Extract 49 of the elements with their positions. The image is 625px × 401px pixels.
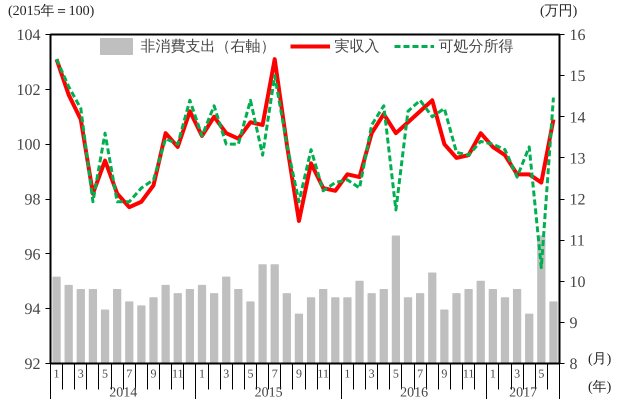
- y2-tick-label: 14: [570, 109, 586, 126]
- y2-tick-label: 13: [570, 150, 586, 168]
- x-tick-label: 9: [296, 366, 302, 380]
- y2-tick-label: 16: [570, 27, 586, 44]
- y-tick-label: 102: [16, 82, 40, 99]
- y2-tick-label: 8: [570, 356, 578, 373]
- x-tick-label: 7: [272, 366, 278, 380]
- x-tick-label: 5: [538, 366, 544, 380]
- x-tick-label: 1: [198, 366, 205, 380]
- text: (年): [588, 378, 612, 397]
- y-tick-label: 94: [24, 301, 40, 318]
- text: 2017: [509, 386, 538, 400]
- y2-tick-label: 9: [570, 314, 578, 332]
- legend-label: 実収入: [334, 38, 380, 56]
- y-tick-label: 96: [24, 246, 40, 264]
- x-tick-label: 3: [78, 366, 84, 380]
- x-tick-label: 11: [317, 366, 329, 380]
- x-tick-label: 5: [102, 366, 108, 380]
- line-series: [55, 58, 555, 270]
- x-tick-label: 11: [462, 366, 474, 380]
- x-tick-label: 3: [514, 366, 520, 380]
- y-tick-label: 98: [24, 192, 40, 208]
- x-tick-label: 3: [368, 366, 375, 380]
- x-tick-label: 5: [247, 366, 254, 380]
- x-tick-label: 1: [54, 366, 60, 380]
- text: 2015: [254, 386, 283, 400]
- text: 2014: [109, 386, 138, 400]
- legend-label: 可処分所得: [438, 38, 514, 56]
- x-tick-label: 5: [392, 366, 399, 380]
- x-axis-title: (月): [588, 351, 612, 369]
- x-tick-label: 7: [417, 366, 424, 380]
- y-tick-label: 92: [24, 356, 40, 373]
- text: 2016: [400, 386, 428, 400]
- y2-tick-label: 11: [570, 232, 585, 250]
- x-tick-label: 1: [344, 366, 350, 380]
- x-tick-label: 9: [150, 366, 157, 380]
- y2-tick-label: 15: [570, 68, 586, 86]
- y-tick-label: 100: [16, 136, 40, 154]
- y-tick-label: 104: [16, 27, 40, 44]
- y2-axis-title: (万円): [540, 3, 578, 21]
- legend-label: 非消費支出（右軸）: [140, 38, 276, 56]
- x-tick-label: 1: [490, 366, 496, 380]
- x-tick-label: 9: [441, 366, 448, 380]
- y2-tick-label: 10: [570, 274, 586, 291]
- y2-tick-label: 12: [570, 192, 586, 208]
- x-tick-label: 3: [223, 366, 230, 380]
- x-tick-label: 7: [126, 366, 132, 380]
- y-axis-title: (2015年＝100): [8, 2, 94, 21]
- x-tick-label: 11: [172, 366, 184, 380]
